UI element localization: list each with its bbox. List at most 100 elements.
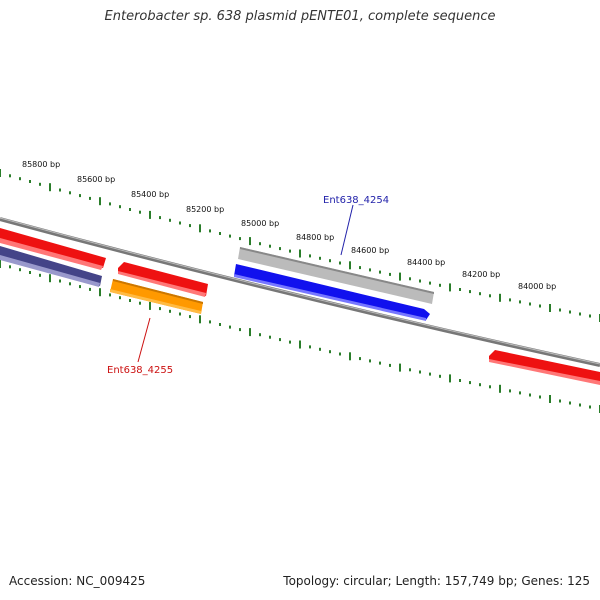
outer-ruler-minor-tick [509,298,511,302]
outer-ruler-minor-tick [379,270,381,274]
inner-ruler-major-tick [99,288,101,297]
sequence-summary: Topology: circular; Length: 157,749 bp; … [283,574,590,588]
inner-ruler-minor-tick [79,285,81,289]
inner-ruler-major-tick [0,260,1,268]
inner-ruler-major-tick [249,328,251,337]
outer-ruler-minor-tick [519,300,521,304]
gene-red-mid[interactable] [118,262,208,297]
inner-ruler-minor-tick [259,333,261,337]
inner-ruler-minor-tick [329,350,331,354]
outer-ruler-minor-tick [39,182,41,186]
outer-ruler-minor-tick [529,302,531,306]
gene-label-ent638-4255[interactable]: Ent638_4255 [107,365,173,376]
outer-ruler-minor-tick [559,308,561,312]
gene-navy-left[interactable] [0,246,102,287]
ruler-label-85000: 85000 bp [241,219,279,228]
outer-ruler-minor-tick [179,221,181,225]
outer-ruler-major-tick [149,210,151,219]
inner-ruler-minor-tick [359,357,361,361]
outer-ruler-minor-tick [269,244,271,248]
inner-ruler-minor-tick [189,315,191,319]
outer-ruler-minor-tick [579,312,581,316]
inner-ruler-minor-tick [9,265,11,269]
outer-ruler-minor-tick [219,232,221,235]
inner-ruler-minor-tick [489,385,491,389]
outer-ruler-minor-tick [319,256,321,260]
outer-ruler-minor-tick [409,277,411,281]
outer-ruler-minor-tick [169,218,171,222]
outer-ruler-minor-tick [209,229,211,233]
outer-ruler-major-tick [349,261,351,270]
outer-ruler-minor-tick [339,261,341,265]
inner-ruler-minor-tick [89,287,91,291]
ruler-label-84200: 84200 bp [462,270,500,279]
outer-ruler-minor-tick [389,272,391,276]
outer-ruler-minor-tick [459,288,461,291]
inner-ruler-minor-tick [529,393,531,397]
outer-ruler-major-tick [249,237,251,246]
outer-ruler-minor-tick [109,202,111,206]
inner-ruler [0,260,600,413]
outer-ruler-major-tick [549,304,551,312]
inner-ruler-minor-tick [319,347,321,351]
inner-ruler-major-tick [49,274,51,283]
outer-ruler-minor-tick [429,281,431,285]
inner-ruler-major-tick [499,384,501,393]
gene-red-left-outer[interactable] [0,228,106,270]
outer-ruler-minor-tick [439,283,441,287]
inner-ruler-minor-tick [19,268,21,272]
inner-ruler-minor-tick [459,379,461,382]
inner-ruler-major-tick [349,352,351,361]
ruler-label-85400: 85400 bp [131,190,169,199]
inner-ruler-minor-tick [59,279,61,283]
ruler-label-85200: 85200 bp [186,205,224,214]
outer-ruler-minor-tick [29,180,31,183]
inner-ruler-minor-tick [209,320,211,324]
gene-orange[interactable] [110,279,203,314]
gene-label-line-4255 [137,317,151,363]
inner-ruler-minor-tick [589,405,591,409]
gene-red-right[interactable] [489,350,600,385]
inner-ruler-minor-tick [389,363,391,367]
inner-ruler-minor-tick [39,273,41,277]
inner-ruler-major-tick [149,301,151,310]
ruler-label-84400: 84400 bp [407,258,445,267]
inner-ruler-minor-tick [169,309,171,313]
outer-ruler-minor-tick [359,266,361,270]
ruler-label-84000: 84000 bp [518,282,556,291]
inner-ruler-minor-tick [579,403,581,407]
outer-ruler-minor-tick [369,268,371,272]
inner-ruler-minor-tick [559,399,561,403]
inner-ruler-minor-tick [69,282,71,286]
inner-ruler-minor-tick [369,359,371,363]
outer-ruler-minor-tick [239,237,241,241]
outer-ruler-minor-tick [69,191,71,195]
inner-ruler-minor-tick [279,338,281,342]
inner-ruler-minor-tick [409,368,411,372]
ruler-label-85600: 85600 bp [77,175,115,184]
gene-gray-ent638-4254[interactable] [238,247,434,304]
inner-ruler-minor-tick [229,325,231,329]
gene-label-ent638-4254[interactable]: Ent638_4254 [323,195,389,206]
outer-ruler-minor-tick [569,310,571,314]
outer-ruler-minor-tick [189,224,191,228]
outer-ruler-minor-tick [129,208,131,211]
outer-ruler-minor-tick [139,210,141,214]
backbone-highlight [0,217,600,365]
outer-ruler-minor-tick [479,292,481,296]
inner-ruler-minor-tick [429,372,431,376]
inner-ruler-minor-tick [419,370,421,374]
gene-blue[interactable] [234,264,430,321]
gene-label-line-4254 [340,204,354,256]
outer-ruler-minor-tick [259,242,261,246]
ruler-label-85800: 85800 bp [22,160,60,169]
inner-ruler-minor-tick [29,271,31,274]
outer-ruler-major-tick [399,272,401,281]
inner-ruler-minor-tick [379,361,381,365]
outer-ruler-minor-tick [309,254,311,258]
outer-ruler-minor-tick [279,247,281,251]
outer-ruler-major-tick [0,169,1,177]
outer-ruler-major-tick [199,224,201,233]
outer-ruler-minor-tick [489,294,491,298]
